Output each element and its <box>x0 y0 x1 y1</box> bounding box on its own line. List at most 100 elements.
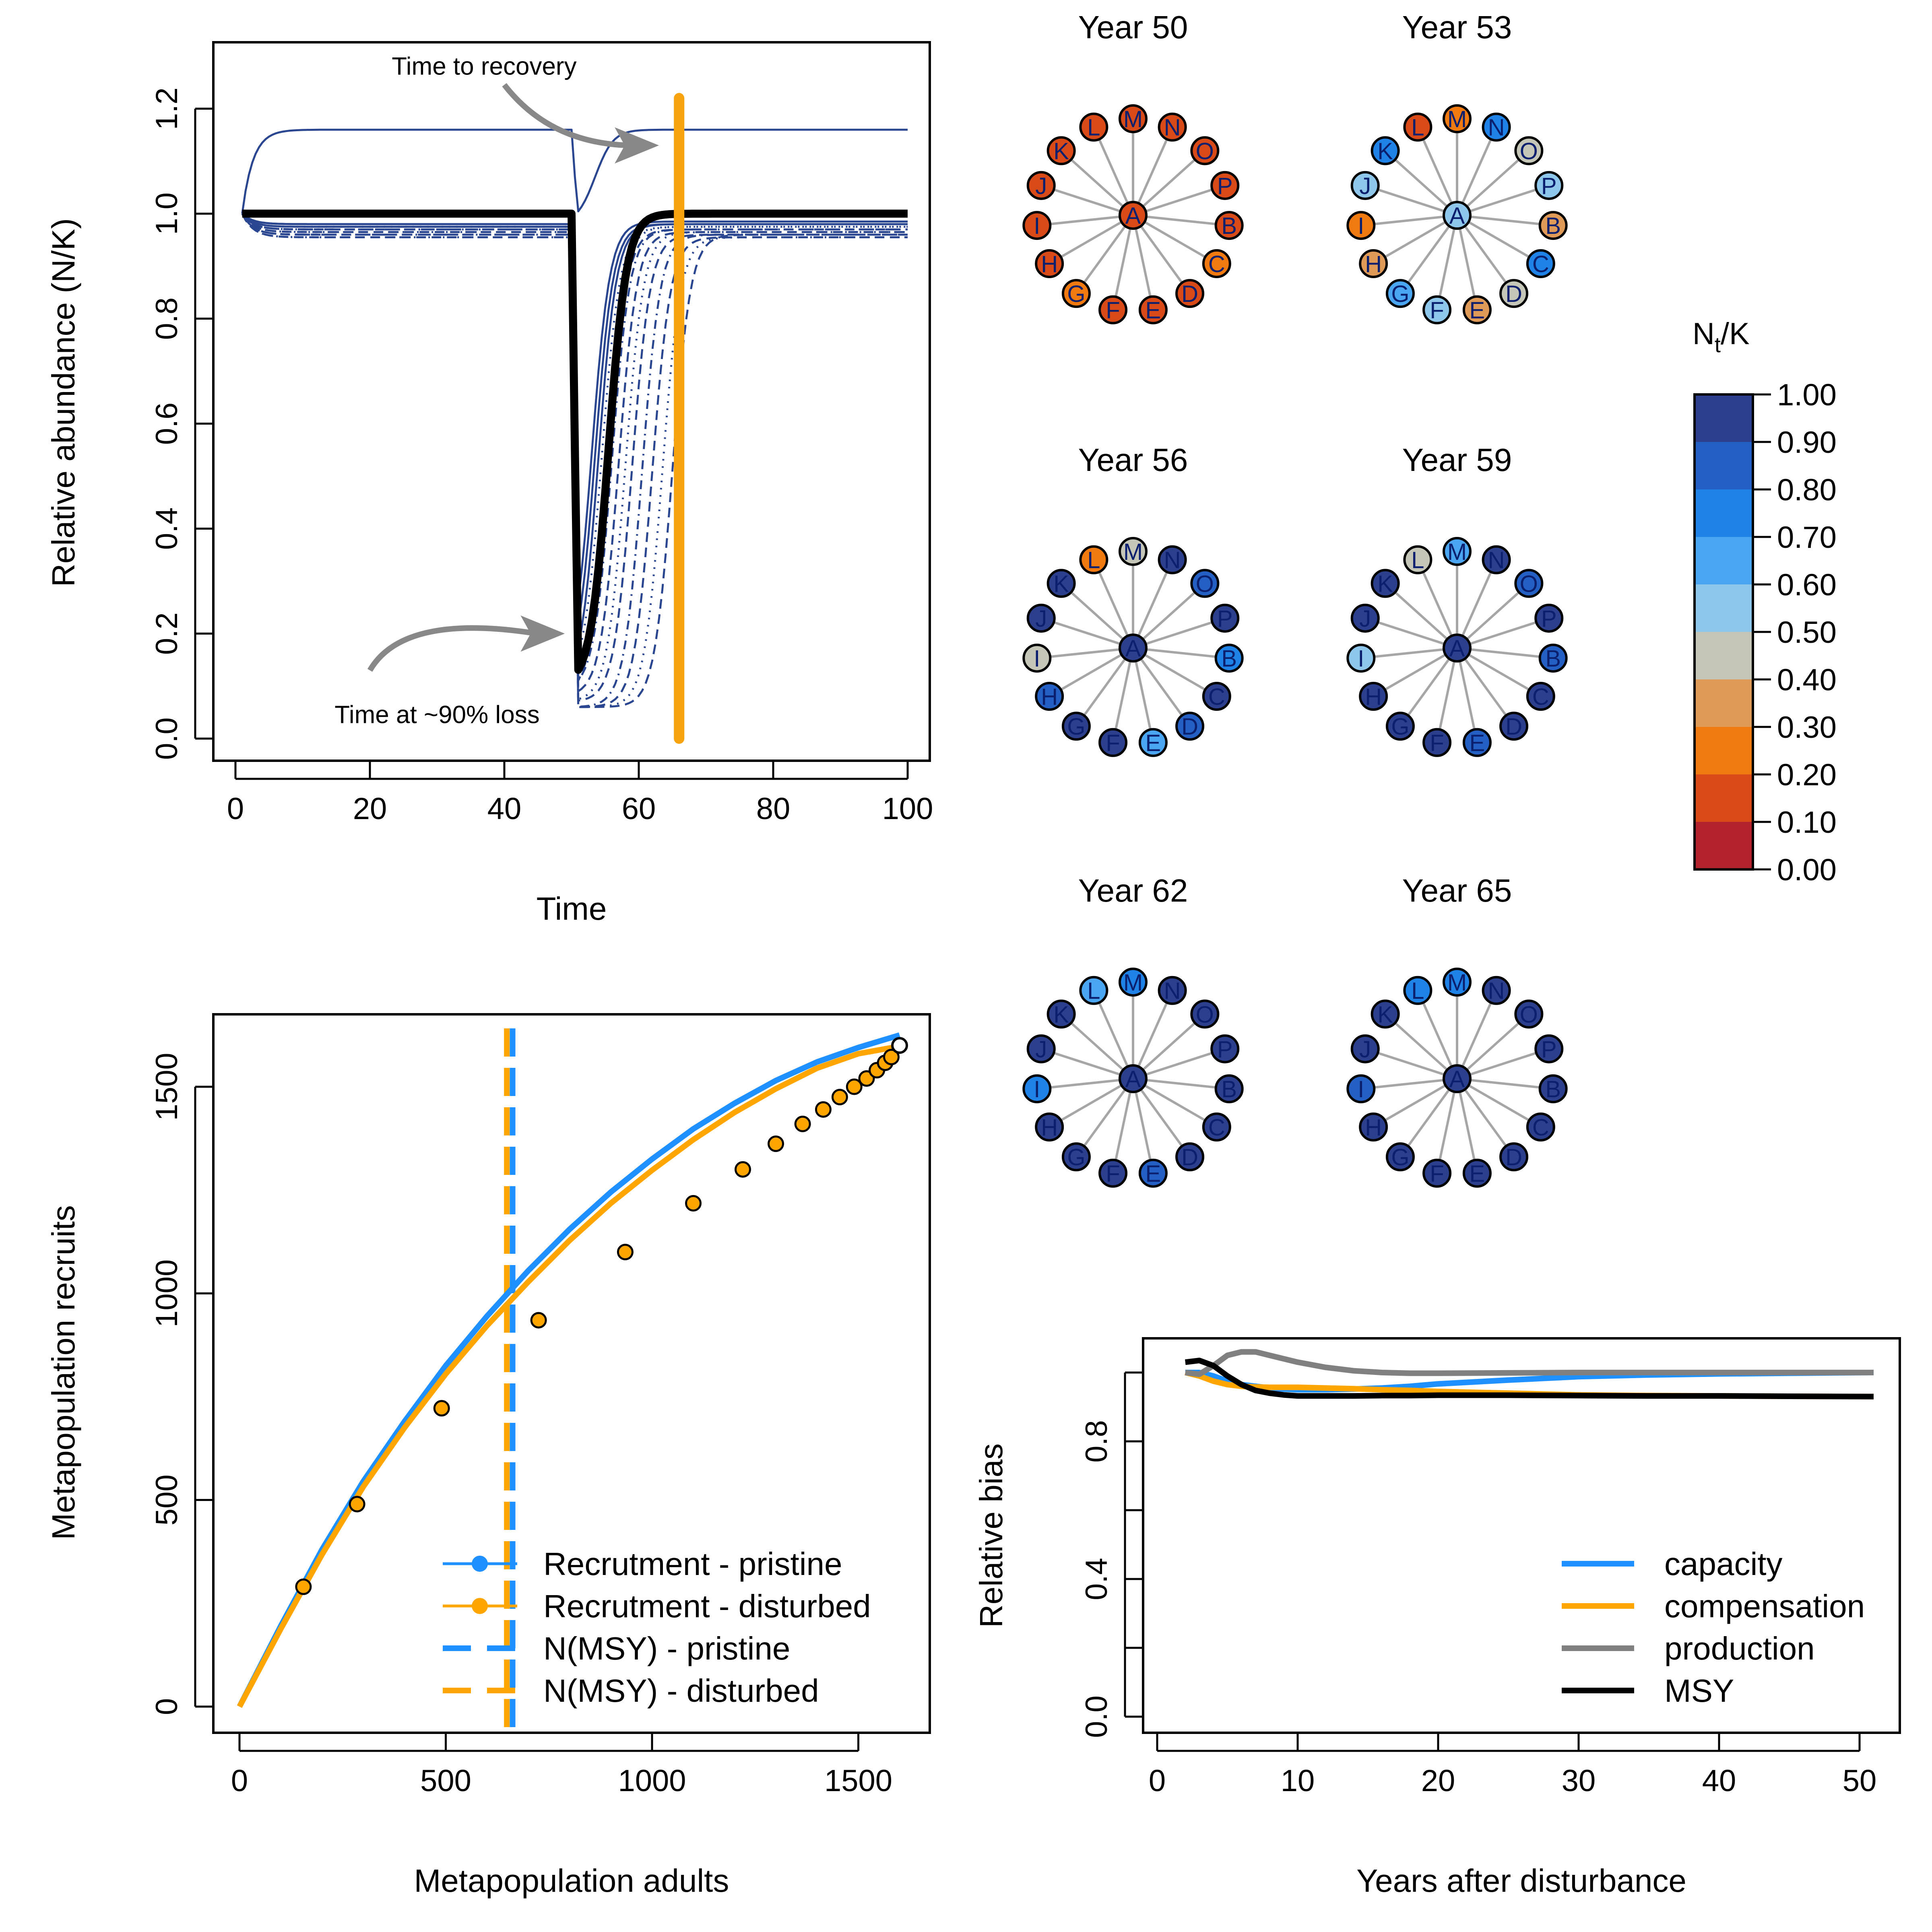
network-node-label: P <box>1217 173 1233 199</box>
network-node <box>1098 728 1128 757</box>
network-node-label: E <box>1470 1161 1485 1187</box>
network-node <box>1026 171 1056 200</box>
colorbar-swatches <box>1693 393 1754 871</box>
colorbar-swatch <box>1695 537 1753 585</box>
recovery-arrow-shaft <box>502 83 635 149</box>
legend-label: Recrutment - pristine <box>543 1546 842 1582</box>
colorbar-swatch <box>1695 584 1753 632</box>
network-node <box>1538 1074 1568 1104</box>
bias-xtick-label: 40 <box>1702 1764 1736 1798</box>
network-node <box>1035 1113 1064 1141</box>
network-node <box>1158 976 1187 1005</box>
colorbar-label: 0.20 <box>1777 758 1837 792</box>
network-node-label: I <box>1358 213 1364 239</box>
abundance-ytick-label: 0.8 <box>150 297 184 340</box>
network-node <box>1026 603 1056 633</box>
network-node-label: N <box>1488 978 1505 1004</box>
network-node-label: L <box>1411 978 1424 1004</box>
stock-recruit-ytick-label: 1000 <box>150 1259 184 1327</box>
network-node-label: F <box>1430 297 1444 324</box>
network-edge <box>1373 214 1458 265</box>
stock-recruit-legend: Recrutment - pristine Recrutment - distur… <box>443 1546 871 1709</box>
network-edge <box>1456 647 1542 698</box>
bias-legend-label: capacity <box>1664 1546 1782 1582</box>
network-edge <box>1399 647 1458 727</box>
abundance-xtick-label: 100 <box>882 792 933 826</box>
network-node-label: H <box>1041 251 1058 277</box>
loss-arrow-shaft <box>367 625 537 672</box>
abundance-ytick-label: 0.2 <box>150 612 184 655</box>
abundance-annotations: Time to recovery Time at ~90% loss <box>334 53 659 729</box>
network-edge <box>1456 648 1478 743</box>
network-node-label: D <box>1181 281 1198 307</box>
abundance-panel: 0 20 40 60 80 100 0.0 0.2 0.4 0.6 0.8 1.0 1.2 Time R… <box>45 41 933 927</box>
network-node-label: E <box>1470 297 1485 324</box>
bias-ytick-label: 0.4 <box>1080 1558 1114 1600</box>
colorbar-swatch <box>1695 727 1753 775</box>
recruitment-disturbed-point <box>846 1078 863 1095</box>
network-node <box>1462 728 1492 757</box>
network-node <box>1346 1074 1376 1104</box>
network-edge <box>1133 617 1226 649</box>
network-node <box>1385 279 1415 308</box>
network-node-label: G <box>1391 1144 1409 1170</box>
abundance-xtick-label: 0 <box>227 792 244 826</box>
network-node-label: C <box>1532 1115 1549 1141</box>
network-node <box>1422 1158 1452 1188</box>
abundance-xtick-label: 20 <box>353 792 387 826</box>
network-node-label: N <box>1164 547 1181 574</box>
network-node-label: A <box>1125 1066 1141 1092</box>
legend-point <box>472 1598 488 1614</box>
network-node-label: A <box>1449 1066 1465 1092</box>
colorbar-title-main: N <box>1693 317 1715 351</box>
network-node <box>1035 682 1064 711</box>
network-node-label: C <box>1532 251 1549 277</box>
network-node <box>1061 1142 1091 1172</box>
bias-series-group <box>1185 1349 1874 1399</box>
network-edge <box>1132 1077 1218 1128</box>
recruitment-disturbed-point <box>831 1089 848 1106</box>
network-node-label: O <box>1196 1001 1214 1028</box>
recruitment-disturbed-point <box>768 1135 784 1152</box>
network-edge <box>1132 1078 1154 1174</box>
network-node-label: M <box>1447 106 1467 132</box>
network-node-label: P <box>1541 1036 1557 1063</box>
network-node-label: J <box>1035 173 1047 199</box>
network-edge <box>1436 1078 1458 1174</box>
network-node-label: G <box>1067 281 1085 307</box>
network-edge <box>1364 617 1457 649</box>
network-node-label: O <box>1520 1001 1538 1028</box>
network-node <box>1202 682 1231 711</box>
network-node <box>1079 545 1108 574</box>
network-node-label: P <box>1541 173 1557 199</box>
network-edge <box>1436 215 1458 310</box>
network-node <box>1098 295 1128 324</box>
colorbar-title-sub: t <box>1715 333 1721 357</box>
network-edge <box>1456 582 1530 649</box>
recruitment-disturbed-point <box>735 1161 751 1178</box>
network-node-label: D <box>1505 714 1522 740</box>
network-node <box>1061 279 1091 308</box>
colorbar-swatch <box>1695 394 1753 442</box>
abundance-series-1 <box>241 128 908 214</box>
stock-recruit-ylabel: Metapopulation recruits <box>45 1205 81 1540</box>
colorbar: Nt/K 1.00 0.90 0.80 0.70 0.60 0.50 0.40 0.30 0.2… <box>1693 317 1837 887</box>
network-edge <box>1092 559 1134 649</box>
network-node-center <box>1443 634 1472 663</box>
legend-label: N(MSY) - disturbed <box>543 1673 819 1709</box>
network-edge <box>1092 126 1134 216</box>
network-edge <box>1132 647 1218 698</box>
colorbar-swatch <box>1695 822 1753 870</box>
network-node-label: A <box>1125 203 1141 229</box>
network-node-label: C <box>1532 684 1549 710</box>
network-node-label: D <box>1181 714 1198 740</box>
network-node <box>1371 136 1400 165</box>
network-node-label: J <box>1359 1036 1371 1063</box>
network-node <box>1403 545 1432 574</box>
network-title: Year 65 <box>1402 873 1512 908</box>
network-node-label: B <box>1545 1076 1561 1102</box>
network-node <box>1098 1158 1128 1188</box>
network-node-label: L <box>1087 547 1100 574</box>
